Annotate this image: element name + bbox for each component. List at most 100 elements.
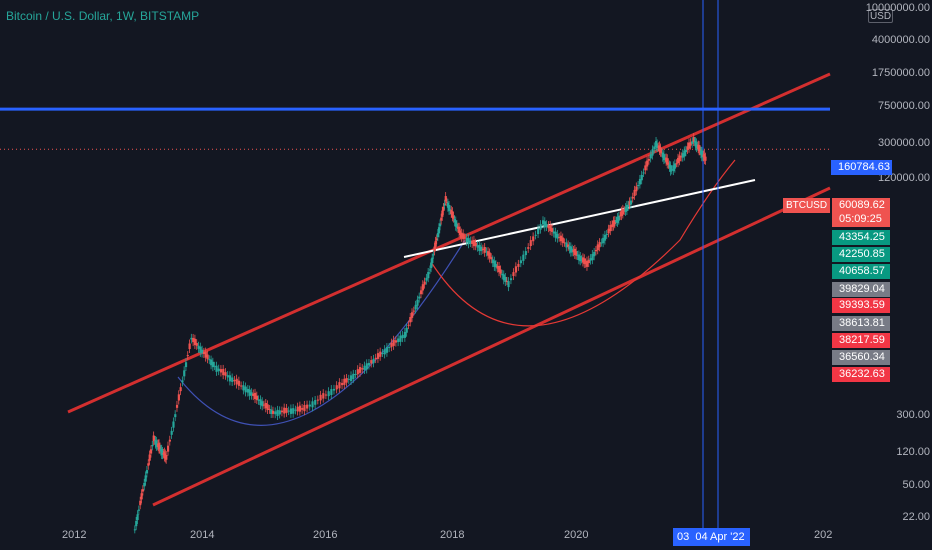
candle-body (430, 262, 433, 269)
candle-body (137, 509, 141, 511)
candle-body (476, 245, 479, 248)
candle-body (237, 380, 241, 386)
candle-body (235, 378, 238, 385)
candle-body (509, 278, 513, 281)
candle-body (596, 244, 599, 251)
price-tag: 39393.59 (832, 298, 890, 313)
candle-body (549, 224, 552, 232)
candle-body (603, 234, 607, 241)
candle-body (547, 225, 550, 229)
candle-body (149, 449, 153, 454)
candle-body (451, 211, 454, 218)
price-axis-label: 22.00 (902, 511, 930, 523)
price-tag: 39829.04 (832, 282, 890, 297)
candle-body (613, 220, 616, 225)
candle-body (512, 272, 515, 277)
candle-body (445, 201, 448, 203)
candle-body (226, 375, 229, 378)
candle-body (616, 216, 619, 223)
price-tag: 160784.63 (831, 160, 892, 175)
candle-body (545, 224, 548, 228)
candle-body (175, 404, 179, 408)
candle-body (314, 400, 317, 405)
candle-body (376, 353, 380, 359)
candle-body (298, 405, 302, 412)
price-axis-label: 750000.00 (878, 100, 930, 112)
candle-body (692, 136, 695, 143)
candle-body (665, 157, 668, 162)
candle-body (591, 254, 594, 261)
candle-body (356, 369, 359, 375)
candle-body (407, 324, 410, 326)
time-axis-label: 2014 (190, 529, 215, 541)
candle-body (594, 249, 598, 252)
candle-body (403, 331, 407, 338)
candle-body (135, 520, 138, 527)
price-axis-label: 1750000.00 (871, 67, 930, 79)
candle-body (443, 203, 446, 206)
time-axis-label: 2020 (564, 529, 589, 541)
price-axis-label: 300.00 (896, 409, 930, 421)
candle-body (276, 409, 279, 417)
currency-badge[interactable]: USD (868, 9, 893, 23)
candle-body (335, 385, 338, 390)
candle-body (264, 402, 267, 409)
candle-body (584, 262, 587, 264)
candle-body (563, 242, 566, 244)
candle-body (483, 246, 486, 253)
candle-body (271, 410, 275, 414)
candle-body (615, 220, 618, 222)
candle-body (624, 207, 627, 212)
candle-body (179, 387, 182, 392)
candle-body (539, 224, 542, 230)
candle-body (534, 234, 537, 236)
candle-body (507, 281, 510, 288)
price-tag: 43354.25 (832, 230, 890, 245)
candle-body (363, 365, 366, 370)
resistance-line (403, 179, 756, 258)
candle-body (453, 219, 456, 223)
candle-body (454, 220, 457, 227)
candle-body (423, 281, 426, 285)
candle-body (605, 233, 608, 235)
candle-body (183, 370, 186, 377)
candle-body (456, 226, 460, 229)
candle-body (463, 237, 467, 239)
candle-body (367, 362, 371, 366)
candle-body (637, 184, 640, 186)
candle-body (565, 242, 568, 248)
candle-body (352, 373, 355, 380)
candle-body (647, 159, 651, 161)
candle-body (488, 252, 491, 259)
candle-body (217, 368, 220, 372)
candle-body (306, 404, 309, 409)
candle-body (527, 247, 530, 249)
candle-body (434, 240, 437, 247)
candle-body (472, 239, 476, 247)
candle-body (524, 251, 527, 256)
candle-body (292, 408, 295, 414)
candle-body (385, 347, 389, 353)
candle-body (213, 365, 216, 367)
candle-body (561, 237, 564, 243)
channel-lower-line (152, 186, 831, 507)
candle-body (421, 284, 424, 291)
candle-body (678, 155, 681, 162)
price-tag: 36232.63 (832, 367, 890, 382)
candle-body (680, 156, 683, 158)
candle-body (449, 209, 452, 211)
candle-body (158, 446, 162, 450)
candle-body (677, 157, 680, 164)
candle-body (345, 378, 348, 383)
candle-body (670, 169, 673, 171)
candle-body (311, 401, 314, 408)
candle-body (199, 346, 202, 353)
candle-body (436, 233, 440, 238)
candle-body (579, 255, 582, 262)
candle-body (609, 225, 612, 232)
price-axis-label: 50.00 (902, 479, 930, 491)
candle-body (419, 290, 423, 295)
candle-body (698, 145, 701, 152)
candle-body (695, 142, 698, 149)
